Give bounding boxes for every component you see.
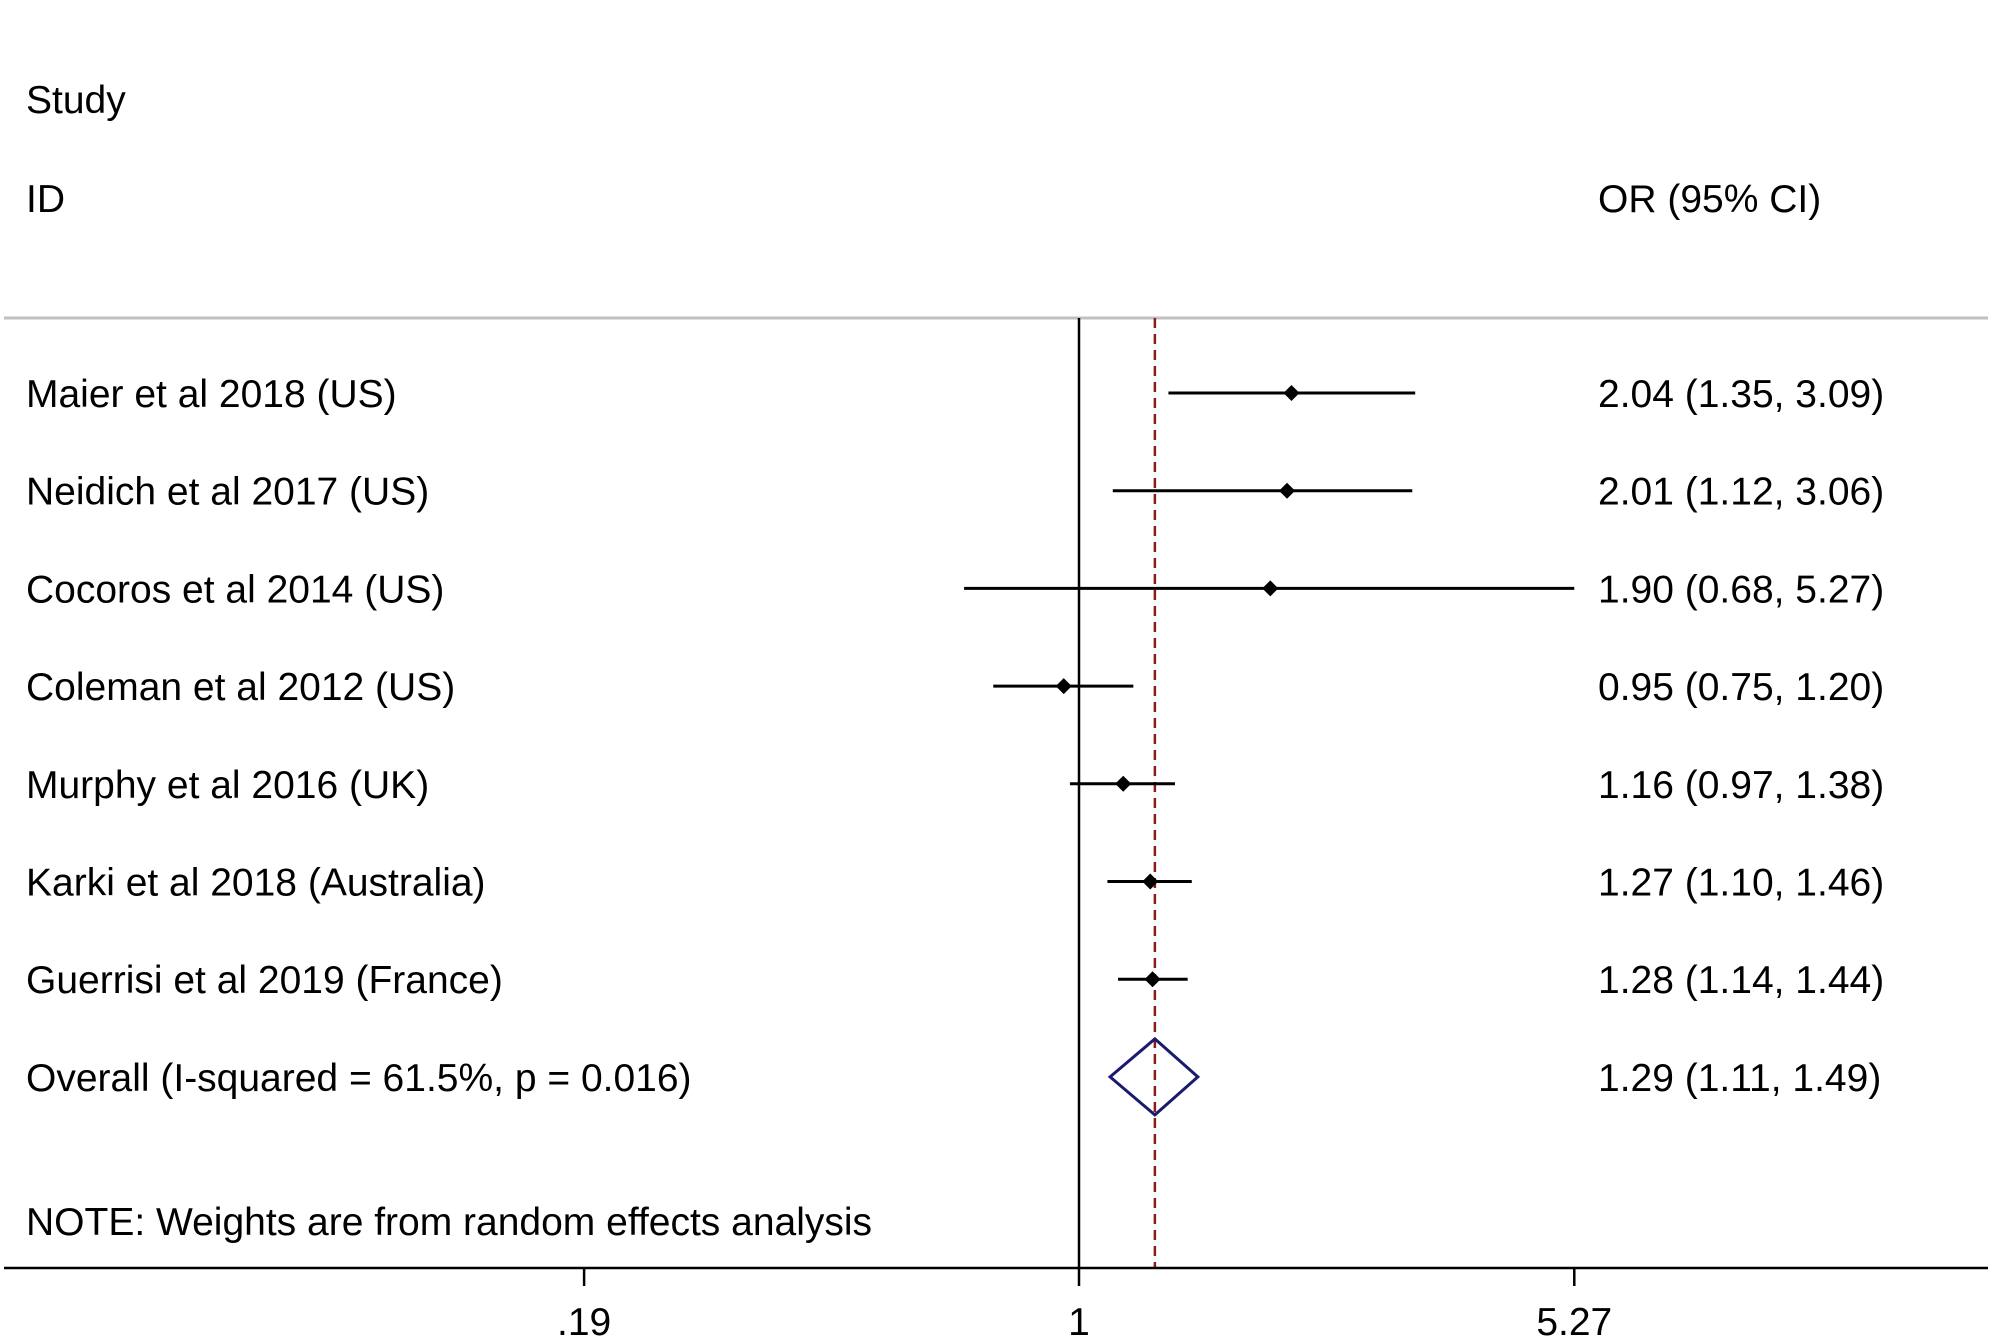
effect-estimate-text: 1.90 (0.68, 5.27) <box>1598 568 1884 611</box>
overall-row: Overall (I-squared = 61.5%, p = 0.016) 1.… <box>26 1036 1881 1117</box>
x-tick-label: .19 <box>557 1301 611 1343</box>
study-row: Guerrisi et al 2019 (France) 1.28 (1.14, … <box>26 959 1884 1002</box>
study-row: Karki et al 2018 (Australia) 1.27 (1.10, … <box>26 862 1884 905</box>
point-estimate <box>1055 678 1072 695</box>
study-label: Maier et al 2018 (US) <box>26 373 397 416</box>
study-label: Karki et al 2018 (Australia) <box>26 862 486 905</box>
id-column-header: ID <box>26 178 65 221</box>
effect-estimate-text: 2.01 (1.12, 3.06) <box>1598 471 1884 514</box>
study-row: Cocoros et al 2014 (US) 1.90 (0.68, 5.27) <box>26 568 1884 611</box>
study-label: Cocoros et al 2014 (US) <box>26 568 444 611</box>
effect-estimate-text: 1.28 (1.14, 1.44) <box>1598 959 1884 1002</box>
study-column-header: Study <box>26 79 126 122</box>
study-row: Neidich et al 2017 (US) 2.01 (1.12, 3.06) <box>26 471 1884 514</box>
point-estimate <box>1283 385 1300 401</box>
point-estimate <box>1262 580 1279 597</box>
effect-column-header: OR (95% CI) <box>1598 178 1821 221</box>
x-axis: .19 1 5.27 <box>4 1266 1988 1343</box>
point-estimate <box>1142 873 1159 890</box>
overall-label: Overall (I-squared = 61.5%, p = 0.016) <box>26 1057 692 1100</box>
study-row: Murphy et al 2016 (UK) 1.16 (0.97, 1.38) <box>26 764 1884 807</box>
point-estimate <box>1279 482 1296 499</box>
study-label: Murphy et al 2016 (UK) <box>26 764 429 807</box>
study-label: Guerrisi et al 2019 (France) <box>26 959 503 1002</box>
study-label: Neidich et al 2017 (US) <box>26 471 429 514</box>
effect-estimate-text: 0.95 (0.75, 1.20) <box>1598 666 1884 709</box>
point-estimate <box>1144 971 1161 988</box>
point-estimate <box>1115 775 1132 792</box>
x-tick-label: 1 <box>1068 1301 1090 1343</box>
effect-estimate-text: 1.27 (1.10, 1.46) <box>1598 862 1884 905</box>
study-row: Maier et al 2018 (US) 2.04 (1.35, 3.09) <box>26 373 1884 416</box>
overall-estimate-text: 1.29 (1.11, 1.49) <box>1598 1057 1881 1100</box>
study-rows: Maier et al 2018 (US) 2.04 (1.35, 3.09) Ne… <box>26 318 1884 1268</box>
weights-note: NOTE: Weights are from random effects an… <box>26 1201 872 1244</box>
overall-diamond <box>1107 1036 1201 1117</box>
study-row: Coleman et al 2012 (US) 0.95 (0.75, 1.20) <box>26 666 1884 709</box>
x-tick-label: 5.27 <box>1536 1301 1612 1343</box>
study-label: Coleman et al 2012 (US) <box>26 666 455 709</box>
effect-estimate-text: 2.04 (1.35, 3.09) <box>1598 373 1884 416</box>
effect-estimate-text: 1.16 (0.97, 1.38) <box>1598 764 1884 807</box>
